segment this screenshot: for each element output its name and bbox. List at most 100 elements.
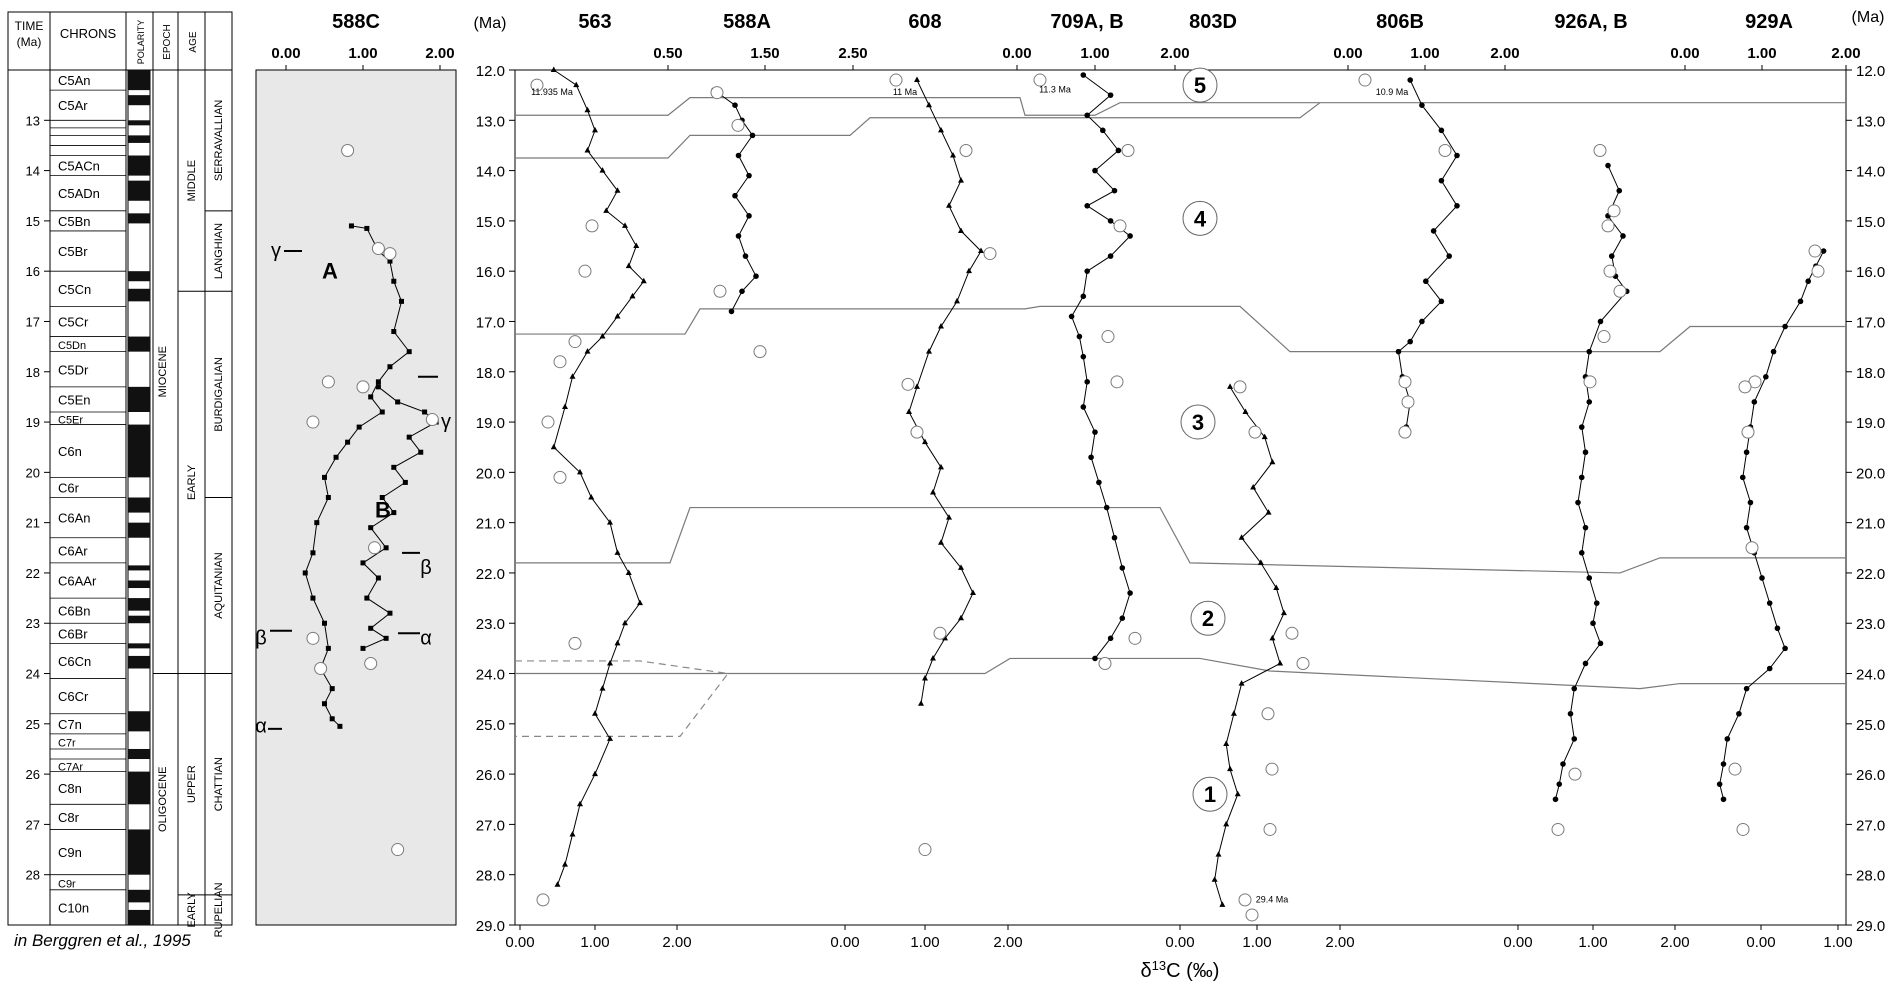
open-circle-marker [1583, 375, 1597, 389]
data-point [938, 539, 944, 545]
site-label: 563 [578, 11, 611, 33]
axis-tick-label: 1.00 [1823, 934, 1852, 951]
data-point [1582, 449, 1589, 456]
data-point [1092, 655, 1098, 662]
zone-number-label: 1 [1204, 782, 1216, 807]
y-tick-label-right: 16.0 [1856, 264, 1885, 281]
data-point [625, 262, 632, 269]
open-circle-marker [364, 656, 378, 670]
data-point [310, 595, 316, 601]
y-tick-label-right: 19.0 [1856, 415, 1885, 432]
time-tick-label: 21 [26, 516, 40, 531]
polarity-normal-band [128, 643, 150, 649]
data-line-588C [304, 225, 410, 727]
chron-label: C6Br [58, 626, 88, 641]
data-point [1782, 645, 1788, 652]
age-header: AGE [188, 31, 199, 52]
open-circle-marker [1398, 425, 1412, 439]
data-point [1759, 575, 1765, 581]
data-point [1107, 218, 1114, 224]
time-tick-label: 18 [26, 365, 40, 380]
open-circle-marker [1101, 330, 1115, 344]
data-point [383, 545, 389, 551]
age-annotation: 11.935 Ma [531, 87, 573, 97]
open-circle-marker [983, 247, 997, 261]
data-point [364, 225, 370, 231]
chron-label: C6r [58, 480, 80, 495]
data-point [1716, 781, 1723, 787]
data-point [746, 172, 752, 179]
data-point [946, 202, 952, 208]
open-circle-marker [1358, 73, 1372, 87]
open-circle-marker [530, 78, 544, 92]
data-point [1616, 187, 1623, 194]
data-point [1743, 524, 1750, 531]
y-tick-label: 22.0 [476, 566, 505, 583]
time-tick-label: 24 [26, 667, 40, 682]
data-point [607, 735, 613, 741]
data-point [302, 570, 308, 576]
site-label: 709A, B [1050, 11, 1123, 33]
open-circle-marker [578, 264, 592, 278]
chron-label: C7n [58, 717, 82, 732]
data-point [1084, 112, 1090, 119]
zone-boundary-line [515, 506, 1846, 574]
data-point [592, 710, 598, 716]
open-circle-marker [1265, 762, 1279, 776]
data-point [406, 349, 412, 355]
site-label: 806B [1376, 11, 1424, 33]
data-point [1751, 399, 1758, 405]
data-point [614, 187, 621, 193]
data-point [1242, 408, 1249, 414]
data-point [958, 564, 964, 570]
chron-label: C5Er [58, 414, 83, 426]
data-point [922, 438, 928, 445]
data-point [1127, 233, 1133, 239]
y-tick-label-right: 29.0 [1856, 918, 1885, 935]
data-point [1438, 298, 1445, 305]
y-tick-label: 25.0 [476, 717, 505, 734]
data-point [749, 132, 756, 139]
y-tick-label-right: 23.0 [1856, 616, 1885, 633]
data-point [1586, 575, 1593, 581]
axis-tick-label: 1.00 [348, 45, 377, 62]
data-point [1257, 559, 1264, 565]
data-point [728, 308, 735, 315]
data-point [622, 222, 628, 228]
data-point [573, 81, 580, 88]
data-point [599, 167, 606, 173]
data-point [1597, 318, 1604, 325]
data-point [1395, 348, 1402, 355]
open-circle-marker [901, 377, 915, 391]
data-point [1571, 685, 1578, 692]
data-point [1797, 298, 1804, 305]
y-tick-label-right: 13.0 [1856, 113, 1885, 130]
age-annotation: 29.4 Ma [1256, 894, 1289, 904]
data-point [325, 645, 331, 651]
zone-number-circle [1180, 404, 1216, 440]
y-tick-label: 15.0 [476, 214, 505, 231]
data-point [1111, 534, 1118, 541]
data-line-929A [1719, 250, 1825, 800]
data-point [588, 494, 595, 500]
y-tick-label-right: 15.0 [1856, 214, 1885, 231]
time-tick-label: 28 [26, 868, 40, 883]
open-circle-marker [371, 242, 385, 256]
zone-boundary-line [515, 97, 1846, 116]
data-point [1620, 233, 1626, 239]
age-label: AQUITANIAN [213, 552, 225, 618]
open-circle-marker [1607, 204, 1621, 218]
axis-tick-label: 1.00 [1410, 45, 1439, 62]
data-point [1238, 534, 1245, 540]
open-circle-marker [321, 375, 335, 389]
data-line-806B [1397, 79, 1458, 428]
open-circle-marker [1113, 219, 1127, 233]
data-point [310, 550, 316, 556]
data-point [387, 610, 393, 616]
open-circle-marker [1261, 707, 1275, 721]
data-point [1590, 620, 1596, 627]
open-circle-marker [753, 345, 767, 359]
data-point [383, 635, 389, 641]
data-point [1720, 761, 1727, 767]
open-circle-marker [1238, 893, 1252, 907]
